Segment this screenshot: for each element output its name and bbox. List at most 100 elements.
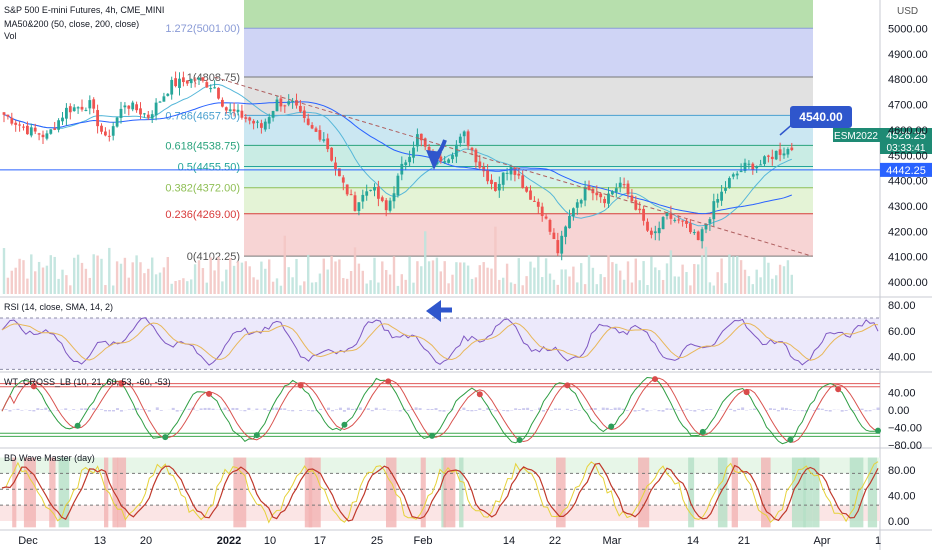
- volume-bar: [392, 256, 396, 294]
- bd-tick-0: 80.00: [888, 465, 916, 477]
- volume-bar: [404, 279, 407, 294]
- wt-histogram-bar: [486, 407, 490, 410]
- wt-histogram-bar: [271, 407, 275, 410]
- candle-body: [470, 147, 474, 151]
- volume-bar: [712, 285, 715, 294]
- wt-histogram-bar: [0, 409, 4, 410]
- volume-bar: [349, 271, 353, 294]
- wt-histogram-bar: [291, 410, 295, 412]
- volume-bar: [127, 277, 130, 294]
- volume-bar: [494, 226, 497, 294]
- candle-body: [392, 193, 396, 202]
- candle-body: [490, 179, 493, 184]
- volume-bar: [408, 256, 411, 294]
- candle-body: [119, 108, 123, 118]
- candle-body: [279, 98, 283, 107]
- volume-bar: [685, 272, 688, 294]
- wt-cross-dot: [74, 422, 81, 429]
- wt-histogram-bar: [876, 407, 880, 410]
- candle-body: [427, 146, 431, 151]
- candle-body: [248, 117, 252, 121]
- volume-bar: [295, 258, 298, 294]
- candle-body: [96, 110, 99, 127]
- candle-body: [533, 200, 536, 202]
- candle-body: [653, 231, 657, 234]
- volume-bar: [400, 274, 403, 294]
- volume-bar: [139, 262, 142, 294]
- volume-bar: [205, 282, 208, 294]
- trendline: [214, 76, 813, 257]
- wt-histogram-bar: [709, 409, 713, 410]
- volume-bar: [268, 259, 271, 294]
- wt-histogram-bar: [852, 410, 856, 411]
- candle-body: [618, 182, 622, 188]
- wt-histogram-bar: [768, 408, 772, 410]
- volume-bar: [271, 281, 275, 294]
- volume-bar: [201, 268, 205, 294]
- wt-histogram-bar: [434, 408, 438, 410]
- wt-histogram-bar: [494, 410, 498, 412]
- bd-signal-stripe: [385, 457, 397, 528]
- volume-bar: [564, 269, 567, 294]
- wt-histogram-bar: [645, 410, 649, 412]
- rsi-tick-60: 60.00: [888, 326, 916, 338]
- countdown-label: 03:33:41: [887, 143, 926, 154]
- volume-bar: [291, 277, 294, 294]
- bd-signal-stripe: [23, 457, 36, 528]
- wt-histogram-bar: [307, 410, 311, 411]
- wt-cross-dot: [608, 423, 615, 430]
- candle-body: [669, 212, 673, 219]
- candle-body: [443, 161, 447, 163]
- candle-body: [560, 235, 564, 254]
- bd-signal-stripe: [420, 457, 426, 528]
- volume-bar: [100, 258, 103, 294]
- wt-histogram-bar: [263, 408, 267, 410]
- volume-bar: [751, 284, 754, 294]
- candle-body: [299, 105, 302, 112]
- candle-body: [763, 156, 766, 165]
- wt-histogram-bar: [143, 409, 147, 410]
- candle-body: [388, 200, 392, 211]
- volume-bar: [197, 260, 201, 294]
- wt-histogram-bar: [577, 410, 581, 411]
- fib-label-0.618: 0.618(4538.75): [165, 140, 240, 152]
- candle-body: [14, 122, 18, 125]
- candle-body: [29, 127, 33, 136]
- wt-histogram-bar: [518, 408, 522, 410]
- wt-histogram-bar: [657, 410, 661, 412]
- y-tick-label-4100: 4100.00: [888, 252, 928, 264]
- candle-body: [735, 173, 739, 176]
- wt-histogram-bar: [44, 407, 48, 410]
- wt-histogram-bar: [705, 409, 709, 410]
- callout-box: [790, 106, 852, 128]
- wt-histogram-bar: [573, 408, 577, 410]
- volume-bar: [580, 263, 583, 294]
- volume-bar: [174, 281, 177, 294]
- candle-body: [65, 107, 68, 119]
- volume-bar: [22, 260, 25, 294]
- volume-bar: [61, 269, 64, 294]
- rsi-tick-40: 40.00: [888, 352, 916, 364]
- wt-histogram-bar: [812, 410, 816, 411]
- volume-bar: [244, 261, 247, 294]
- wt-histogram-bar: [621, 408, 625, 410]
- hline-tag-label: 4442.25: [886, 165, 926, 177]
- candle-body: [18, 124, 21, 126]
- candle-body: [162, 96, 166, 102]
- wt-histogram-bar: [4, 409, 8, 410]
- bd-slow-line: [1, 462, 879, 522]
- volume-bar: [677, 276, 680, 294]
- candle-body: [143, 113, 146, 115]
- candle-body: [579, 200, 583, 204]
- wt-histogram-bar: [681, 410, 685, 411]
- last-price-label: 4528.25: [886, 130, 926, 142]
- volume-bar: [385, 270, 388, 294]
- candle-body: [455, 144, 458, 157]
- volume-bar: [728, 254, 731, 294]
- candle-body: [591, 189, 595, 194]
- volume-bar: [630, 282, 634, 294]
- candle-body: [2, 112, 6, 115]
- volume-bar: [26, 278, 29, 294]
- wt-histogram-bar: [772, 408, 776, 410]
